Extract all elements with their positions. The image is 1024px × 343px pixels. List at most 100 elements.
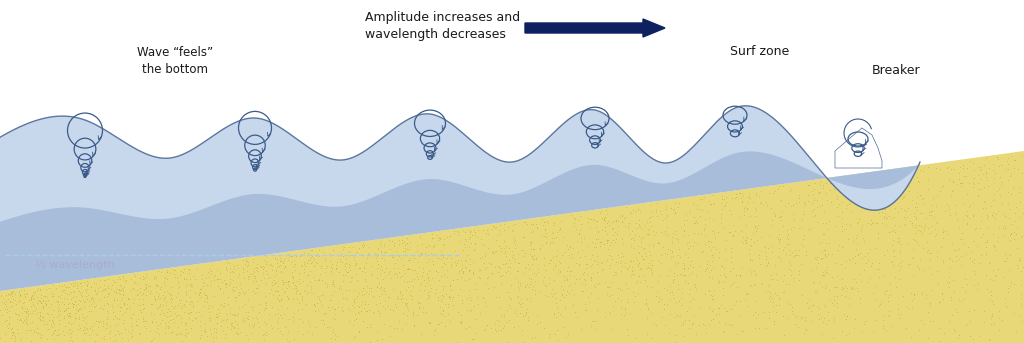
Point [461, 268, 477, 273]
Point [700, 288, 717, 294]
Point [353, 242, 370, 247]
Point [605, 232, 622, 238]
Point [857, 202, 873, 207]
Point [79, 286, 95, 291]
Point [635, 234, 651, 239]
Point [804, 302, 820, 307]
Point [991, 164, 1008, 169]
Point [965, 336, 981, 342]
Point [863, 222, 880, 227]
Point [923, 271, 939, 276]
Point [231, 306, 248, 311]
Point [667, 259, 683, 264]
Point [396, 248, 413, 253]
Point [294, 319, 310, 324]
Point [933, 244, 949, 249]
Point [45, 331, 61, 336]
Point [631, 223, 647, 229]
Point [513, 304, 529, 309]
Point [315, 321, 332, 326]
Point [712, 254, 728, 260]
Point [18, 310, 35, 316]
Point [828, 304, 845, 310]
Point [586, 258, 602, 263]
Point [299, 292, 315, 297]
Point [385, 307, 401, 313]
Point [30, 316, 46, 321]
Point [886, 227, 902, 233]
Point [694, 321, 711, 327]
Point [458, 238, 474, 244]
Point [592, 244, 608, 249]
Point [14, 304, 31, 310]
Point [742, 258, 759, 263]
Point [660, 330, 677, 336]
Point [132, 307, 148, 313]
Point [585, 271, 601, 276]
Point [341, 264, 357, 269]
Point [785, 311, 802, 316]
Point [477, 299, 494, 304]
Point [218, 317, 234, 323]
Point [981, 261, 997, 266]
Point [322, 307, 338, 312]
Point [828, 178, 845, 183]
Point [771, 295, 787, 301]
Point [246, 273, 262, 279]
Point [155, 292, 171, 297]
Point [190, 290, 207, 296]
Point [762, 293, 778, 299]
Point [555, 324, 571, 330]
Point [493, 327, 509, 333]
Point [386, 325, 402, 331]
Point [833, 185, 849, 190]
Point [169, 274, 185, 279]
Point [848, 247, 864, 252]
Point [44, 293, 60, 298]
Point [589, 262, 605, 267]
Point [31, 309, 47, 315]
Point [462, 229, 478, 235]
Point [174, 303, 190, 309]
Point [941, 279, 957, 285]
Point [640, 306, 656, 311]
Point [372, 286, 388, 291]
Point [35, 305, 51, 310]
Point [7, 301, 24, 307]
Point [958, 251, 975, 257]
Point [896, 214, 912, 220]
Point [240, 273, 256, 279]
Point [761, 309, 777, 315]
Point [954, 236, 971, 242]
Point [653, 252, 670, 257]
Point [739, 206, 756, 211]
Point [124, 323, 140, 329]
Point [966, 307, 982, 313]
Point [359, 309, 376, 314]
Point [445, 228, 462, 234]
Point [428, 268, 444, 273]
Point [117, 326, 133, 332]
Point [906, 205, 923, 210]
Point [326, 284, 342, 289]
Point [512, 247, 528, 253]
Point [513, 301, 529, 306]
Point [971, 333, 987, 338]
Point [138, 282, 155, 287]
Point [777, 245, 794, 250]
Point [723, 259, 739, 264]
Point [617, 305, 634, 310]
Point [882, 292, 898, 298]
Point [202, 267, 218, 272]
Point [809, 197, 825, 202]
Point [614, 214, 631, 219]
Point [881, 173, 897, 178]
Point [676, 222, 692, 227]
Point [198, 328, 214, 333]
Point [11, 317, 28, 322]
Point [374, 255, 390, 260]
Point [441, 293, 458, 298]
Point [35, 303, 51, 308]
Point [722, 306, 738, 311]
Point [662, 297, 678, 302]
